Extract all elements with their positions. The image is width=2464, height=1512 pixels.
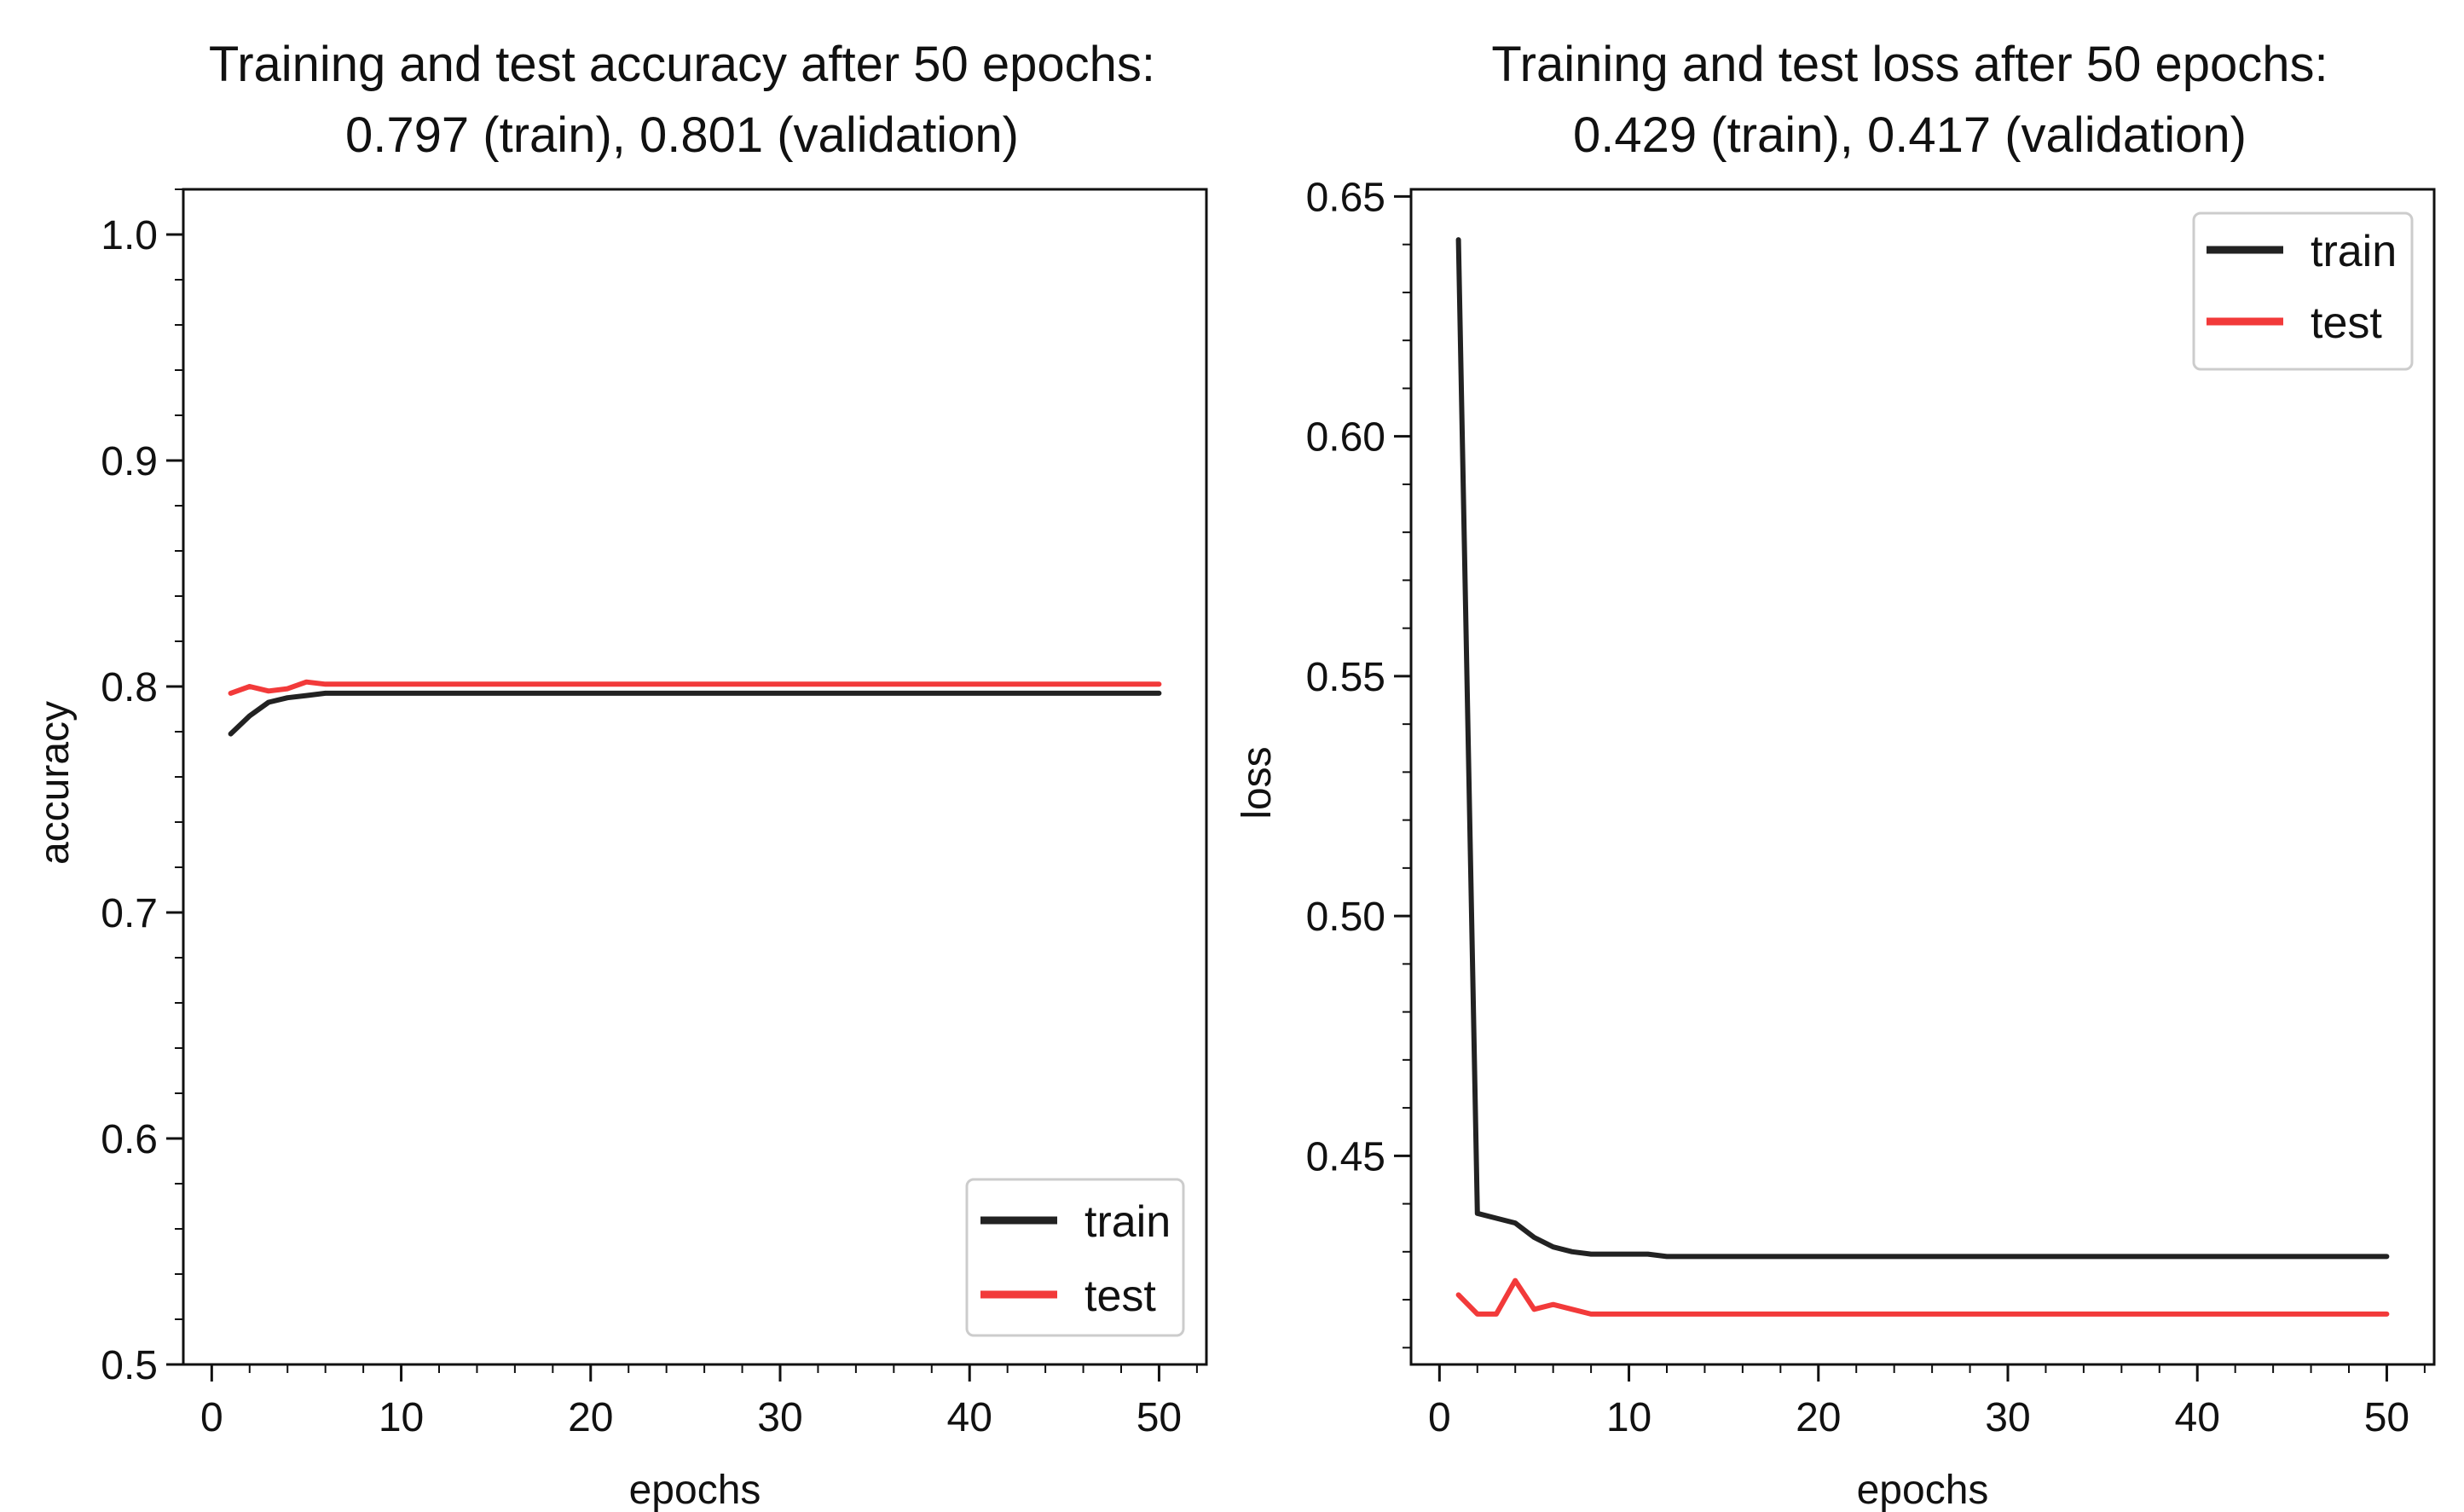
loss-series-test-line — [1455, 1277, 2390, 1317]
accuracy-x-tick-label: 0 — [200, 1395, 223, 1440]
accuracy-chart-title: Training and test accuracy after 50 epoc… — [209, 37, 1155, 92]
loss-y-tick-label: 0.50 — [1306, 895, 1385, 940]
loss-y-tick-label: 0.60 — [1306, 415, 1385, 461]
loss-x-tick-label: 40 — [2175, 1395, 2220, 1440]
accuracy-series-train-line — [228, 690, 1162, 737]
accuracy-x-tick-label: 40 — [947, 1395, 992, 1440]
loss-x-tick-label: 20 — [1796, 1395, 1841, 1440]
loss-y-tick-label: 0.45 — [1306, 1134, 1385, 1179]
loss-legend-train-label: train — [2311, 227, 2397, 276]
accuracy-y-axis-label: accuracy — [32, 701, 78, 865]
accuracy-series-test-line — [228, 679, 1162, 696]
loss-chart: Training and test loss after 50 epochs: … — [1235, 37, 2436, 1512]
accuracy-x-tick-label: 30 — [757, 1395, 802, 1440]
accuracy-y-tick-label: 0.8 — [101, 665, 158, 710]
loss-x-tick-label: 30 — [1985, 1395, 2030, 1440]
loss-y-tick-label: 0.65 — [1306, 175, 1385, 220]
loss-chart-subtitle: 0.429 (train), 0.417 (validation) — [1573, 107, 2247, 163]
accuracy-chart-subtitle: 0.797 (train), 0.801 (validation) — [345, 107, 1019, 163]
loss-chart-title: Training and test loss after 50 epochs: — [1491, 37, 2328, 92]
accuracy-x-tick-label: 10 — [379, 1395, 424, 1440]
loss-x-axis-label: epochs — [1857, 1468, 1989, 1512]
accuracy-y-tick-label: 0.6 — [101, 1117, 158, 1162]
loss-legend-test-label: test — [2311, 298, 2382, 348]
loss-y-axis-label: loss — [1235, 746, 1280, 819]
accuracy-chart: Training and test accuracy after 50 epoc… — [32, 37, 1208, 1512]
accuracy-y-tick-label: 0.9 — [101, 439, 158, 484]
accuracy-legend: train test — [965, 1178, 1185, 1337]
loss-legend: train test — [2192, 211, 2414, 371]
accuracy-y-tick-label: 0.7 — [101, 891, 158, 936]
accuracy-plot-area: 0 10 20 30 40 50 0.5 0.6 0.7 0.8 0.9 1.0 — [101, 188, 1208, 1440]
accuracy-legend-test-label: test — [1085, 1272, 1156, 1321]
loss-x-tick-label: 0 — [1428, 1395, 1451, 1440]
accuracy-y-tick-label: 1.0 — [101, 213, 158, 258]
loss-x-tick-label: 10 — [1606, 1395, 1651, 1440]
accuracy-x-tick-label: 50 — [1137, 1395, 1182, 1440]
accuracy-x-axis-label: epochs — [629, 1468, 761, 1512]
accuracy-legend-train-label: train — [1085, 1197, 1171, 1247]
accuracy-y-tick-label: 0.5 — [101, 1343, 158, 1388]
loss-plot-area: 0 10 20 30 40 50 0.45 0.50 0.55 0.60 0.65 — [1306, 175, 2436, 1440]
loss-series-train-line — [1455, 237, 2390, 1260]
accuracy-x-tick-label: 20 — [568, 1395, 613, 1440]
loss-x-tick-label: 50 — [2364, 1395, 2409, 1440]
loss-axes-frame — [1409, 188, 2436, 1366]
loss-y-tick-label: 0.55 — [1306, 655, 1385, 700]
